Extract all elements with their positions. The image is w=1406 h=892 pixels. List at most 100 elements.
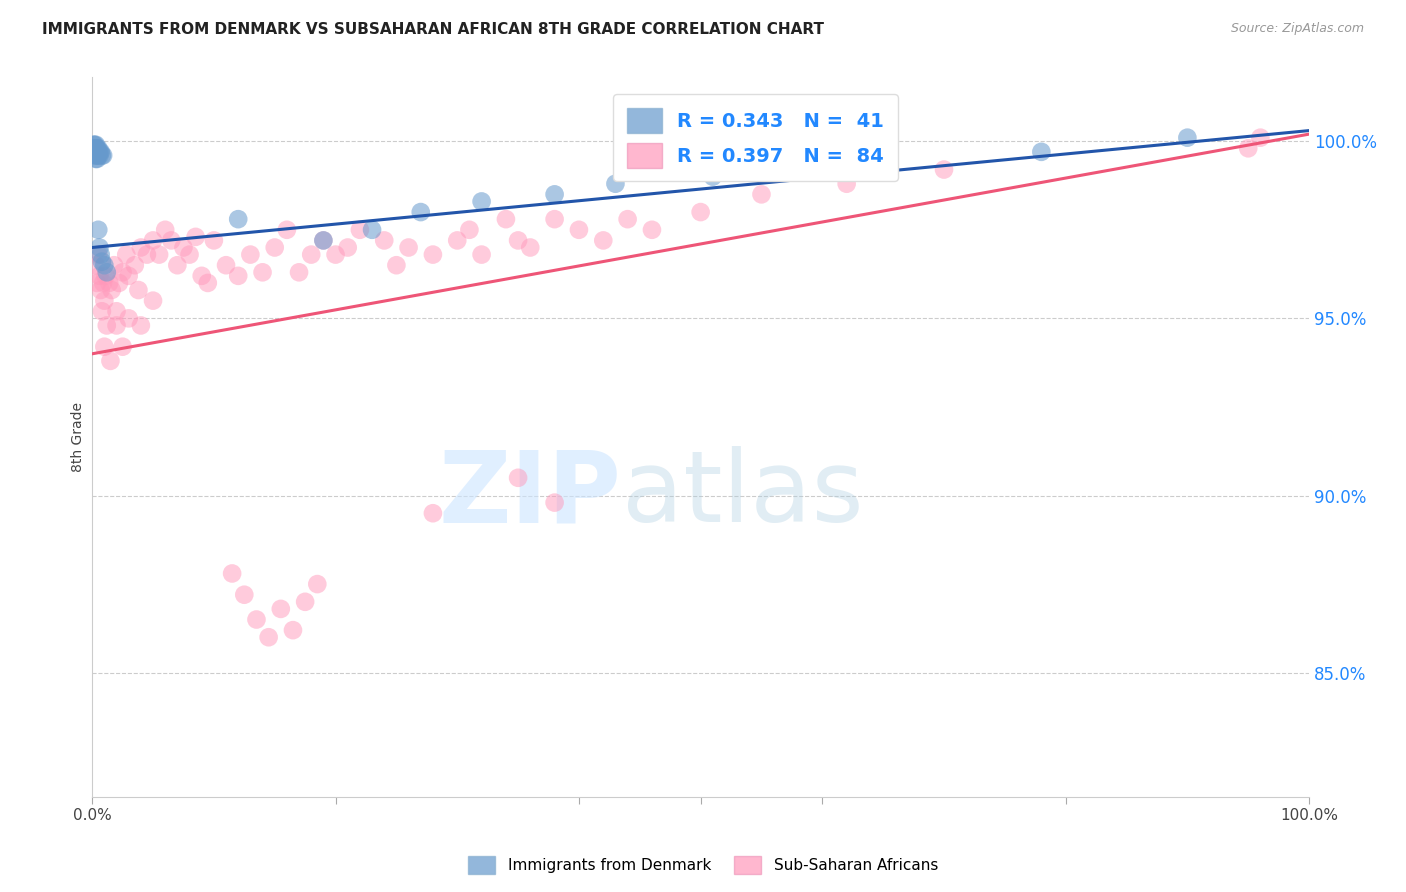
Point [89, 145, 111, 159]
Point [83, 145, 105, 159]
Point [153, 223, 176, 237]
Point [471, 247, 494, 261]
Point [105, 318, 128, 333]
Point [105, 304, 128, 318]
Point [288, 265, 311, 279]
Point [233, 588, 256, 602]
Point [118, 268, 141, 283]
Point [89, 240, 111, 254]
Point [543, 187, 565, 202]
Point [86, 152, 108, 166]
Point [172, 240, 194, 254]
Text: IMMIGRANTS FROM DENMARK VS SUBSAHARAN AFRICAN 8TH GRADE CORRELATION CHART: IMMIGRANTS FROM DENMARK VS SUBSAHARAN AF… [42, 22, 824, 37]
Point [87, 141, 110, 155]
Point [270, 602, 292, 616]
Point [87, 145, 110, 159]
Point [519, 240, 541, 254]
Point [179, 247, 201, 261]
Point [86, 145, 108, 159]
Point [506, 471, 529, 485]
Point [118, 311, 141, 326]
Point [336, 240, 359, 254]
Point [86, 148, 108, 162]
Point [373, 234, 395, 248]
Point [103, 258, 125, 272]
Point [409, 205, 432, 219]
Point [90, 148, 112, 162]
Point [82, 145, 104, 159]
Point [91, 148, 114, 162]
Point [160, 234, 183, 248]
Point [257, 630, 280, 644]
Point [82, 141, 104, 155]
Point [166, 258, 188, 272]
Point [94, 268, 117, 283]
Text: atlas: atlas [621, 446, 863, 543]
Point [84, 258, 107, 272]
Point [221, 566, 243, 581]
Point [87, 247, 110, 261]
Point [96, 318, 118, 333]
Point [252, 265, 274, 279]
Point [592, 234, 614, 248]
Point [471, 194, 494, 209]
Point [422, 506, 444, 520]
Point [142, 234, 165, 248]
Point [276, 223, 298, 237]
Point [93, 293, 115, 308]
Point [835, 177, 858, 191]
Point [93, 258, 115, 272]
Point [84, 152, 107, 166]
Point [495, 212, 517, 227]
Point [184, 230, 207, 244]
Point [1249, 130, 1271, 145]
Point [83, 141, 105, 155]
Point [190, 268, 212, 283]
Point [835, 159, 858, 173]
Point [543, 495, 565, 509]
Point [294, 595, 316, 609]
Point [202, 234, 225, 248]
Point [84, 145, 107, 159]
Point [90, 283, 112, 297]
Point [111, 265, 134, 279]
Point [385, 258, 408, 272]
Point [136, 247, 159, 261]
Point [446, 234, 468, 248]
Y-axis label: 8th Grade: 8th Grade [72, 402, 86, 472]
Point [91, 276, 114, 290]
Point [197, 276, 219, 290]
Point [84, 141, 107, 155]
Point [89, 268, 111, 283]
Point [543, 212, 565, 227]
Point [689, 205, 711, 219]
Point [86, 141, 108, 155]
Point [148, 247, 170, 261]
Point [605, 177, 627, 191]
Point [312, 234, 335, 248]
Point [641, 223, 664, 237]
Point [361, 223, 384, 237]
Point [1031, 145, 1053, 159]
Point [84, 137, 107, 152]
Point [568, 223, 591, 237]
Point [84, 148, 107, 162]
Point [96, 265, 118, 279]
Point [349, 223, 371, 237]
Point [932, 162, 955, 177]
Text: ZIP: ZIP [439, 446, 621, 543]
Point [239, 247, 262, 261]
Point [1177, 130, 1199, 145]
Point [90, 247, 112, 261]
Point [90, 145, 112, 159]
Point [83, 137, 105, 152]
Point [100, 354, 122, 368]
Point [83, 148, 105, 162]
Legend: R = 0.343   N =  41, R = 0.397   N =  84: R = 0.343 N = 41, R = 0.397 N = 84 [613, 95, 897, 181]
Point [86, 276, 108, 290]
Legend: Immigrants from Denmark, Sub-Saharan Africans: Immigrants from Denmark, Sub-Saharan Afr… [461, 850, 945, 880]
Point [263, 240, 285, 254]
Point [87, 223, 110, 237]
Point [124, 258, 146, 272]
Point [299, 247, 322, 261]
